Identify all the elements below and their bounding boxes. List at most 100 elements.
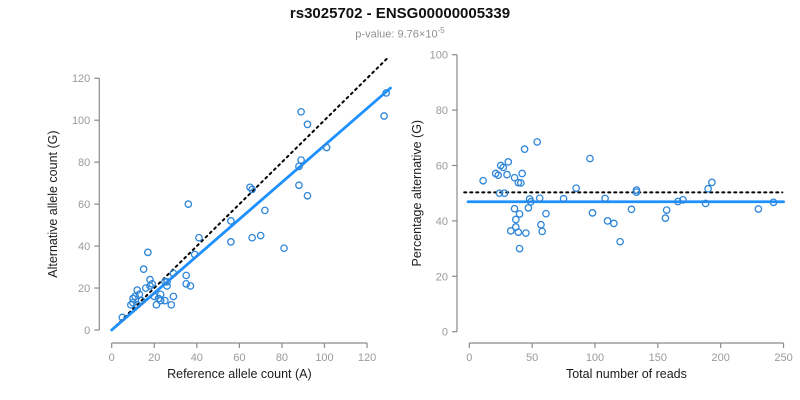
- data-point: [227, 238, 235, 246]
- data-point: [503, 170, 511, 179]
- x-tick-label: 0: [466, 352, 472, 364]
- data-point: [137, 296, 146, 305]
- data-point: [533, 138, 542, 146]
- data-point: [382, 89, 391, 97]
- data-point: [190, 250, 199, 259]
- data-point: [118, 313, 127, 322]
- data-point: [559, 194, 568, 203]
- identity-line: [110, 55, 391, 331]
- y-tick-label: 40: [436, 216, 448, 228]
- x-tick-label: 20: [148, 352, 160, 364]
- data-point: [295, 181, 303, 190]
- y-tick-label: 20: [78, 283, 90, 295]
- x-axis-title: Total number of reads: [566, 367, 687, 381]
- y-tick-label: 100: [430, 50, 448, 62]
- data-point: [156, 290, 165, 299]
- data-point: [186, 282, 195, 290]
- data-point: [511, 215, 520, 224]
- data-point: [248, 233, 256, 242]
- data-point: [184, 200, 193, 208]
- x-tick-label: 200: [712, 352, 730, 364]
- data-point: [588, 209, 597, 217]
- data-point: [586, 154, 594, 163]
- data-point: [494, 171, 503, 180]
- data-point: [537, 220, 545, 229]
- y-tick-label: 60: [78, 199, 90, 211]
- data-point: [146, 275, 154, 284]
- data-point: [572, 184, 580, 193]
- x-tick-label: 100: [315, 352, 333, 364]
- data-point: [522, 229, 530, 237]
- data-point: [248, 185, 256, 194]
- y-tick-label: 0: [442, 327, 448, 339]
- data-point: [516, 179, 525, 187]
- data-point: [627, 205, 636, 214]
- data-point: [169, 269, 178, 278]
- data-point: [661, 214, 670, 222]
- y-tick-label: 40: [78, 241, 90, 253]
- fit-line: [110, 86, 392, 332]
- data-point: [129, 294, 137, 303]
- data-point: [141, 284, 150, 292]
- data-point: [297, 156, 305, 164]
- data-point: [182, 279, 191, 288]
- x-tick-label: 50: [526, 352, 538, 364]
- y-tick-label: 80: [436, 105, 448, 117]
- data-point: [515, 244, 524, 253]
- data-point: [303, 120, 312, 129]
- data-point: [514, 228, 523, 237]
- data-point: [139, 265, 148, 274]
- x-tick-label: 100: [586, 352, 604, 364]
- data-point: [510, 204, 519, 213]
- data-point: [246, 183, 254, 192]
- x-tick-label: 40: [191, 352, 203, 364]
- data-point: [495, 189, 504, 198]
- data-point: [133, 286, 142, 294]
- data-point: [542, 209, 550, 218]
- x-axis-title: Reference allele count (A): [167, 367, 312, 381]
- data-point: [674, 197, 682, 206]
- data-point: [499, 163, 508, 172]
- data-point: [610, 219, 618, 228]
- y-tick-label: 120: [72, 73, 90, 85]
- data-point: [603, 217, 612, 225]
- y-tick-label: 20: [436, 271, 448, 283]
- data-point: [754, 205, 763, 213]
- y-axis-title: Alternative allele count (G): [46, 130, 60, 277]
- data-point: [280, 244, 288, 253]
- pvalue-exponent: -5: [437, 26, 445, 35]
- data-point: [227, 217, 235, 225]
- x-tick-label: 150: [649, 352, 667, 364]
- data-point: [518, 169, 526, 178]
- data-point: [182, 271, 191, 280]
- data-point: [148, 279, 156, 288]
- data-point: [701, 199, 710, 208]
- data-point: [169, 292, 178, 301]
- data-point: [163, 277, 171, 286]
- x-tick-label: 0: [109, 352, 115, 364]
- data-point: [504, 158, 513, 166]
- data-point: [322, 143, 331, 152]
- data-point: [704, 184, 712, 193]
- data-point: [662, 206, 671, 214]
- data-point: [303, 191, 312, 200]
- data-point: [510, 173, 519, 182]
- data-point: [515, 210, 524, 218]
- x-tick-label: 60: [233, 352, 245, 364]
- data-point: [514, 178, 523, 187]
- data-point: [524, 204, 533, 212]
- data-point: [535, 194, 544, 203]
- data-point: [380, 112, 388, 120]
- y-tick-label: 80: [78, 157, 90, 169]
- data-point: [769, 198, 778, 207]
- data-point: [479, 176, 487, 185]
- data-point: [500, 189, 509, 198]
- x-tick-label: 120: [358, 352, 376, 364]
- x-tick-label: 80: [276, 352, 288, 364]
- y-axis-title: Percentage alternative (G): [410, 120, 424, 267]
- data-point: [133, 300, 142, 309]
- data-point: [195, 233, 203, 242]
- data-point: [601, 194, 609, 203]
